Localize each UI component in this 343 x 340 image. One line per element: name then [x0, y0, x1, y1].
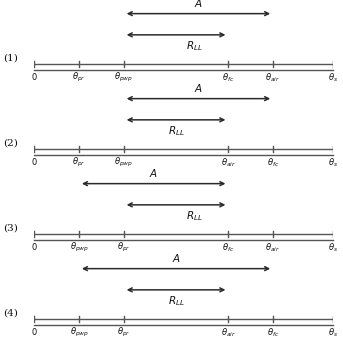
Text: $\theta_{s}$: $\theta_{s}$ — [328, 156, 338, 169]
Text: $\theta_{pwp}$: $\theta_{pwp}$ — [70, 326, 88, 339]
Text: (4): (4) — [3, 308, 18, 317]
Text: (2): (2) — [3, 138, 18, 147]
Text: $\theta_{pwp}$: $\theta_{pwp}$ — [114, 156, 133, 169]
Text: $\theta_{air}$: $\theta_{air}$ — [265, 71, 281, 84]
Text: $\theta_{pwp}$: $\theta_{pwp}$ — [70, 241, 88, 254]
Text: $\theta_{fc}$: $\theta_{fc}$ — [222, 241, 234, 254]
Text: (1): (1) — [3, 53, 18, 62]
Text: $\theta_{air}$: $\theta_{air}$ — [221, 156, 236, 169]
Text: $R_{LL}$: $R_{LL}$ — [168, 124, 185, 138]
Text: $\theta_{air}$: $\theta_{air}$ — [221, 326, 236, 339]
Text: $\theta_{pr}$: $\theta_{pr}$ — [72, 156, 86, 169]
Text: $\theta_{fc}$: $\theta_{fc}$ — [267, 156, 279, 169]
Text: $0$: $0$ — [31, 71, 38, 82]
Text: $\theta_{pr}$: $\theta_{pr}$ — [117, 241, 131, 254]
Text: $\theta_{pr}$: $\theta_{pr}$ — [72, 71, 86, 84]
Text: $A$: $A$ — [194, 0, 203, 9]
Text: $A$: $A$ — [149, 167, 158, 179]
Text: $\theta_{s}$: $\theta_{s}$ — [328, 326, 338, 339]
Text: $0$: $0$ — [31, 326, 38, 337]
Text: $\theta_{fc}$: $\theta_{fc}$ — [267, 326, 279, 339]
Text: $A$: $A$ — [194, 82, 203, 94]
Text: $R_{LL}$: $R_{LL}$ — [186, 39, 202, 53]
Text: $R_{LL}$: $R_{LL}$ — [186, 209, 202, 223]
Text: $\theta_{pwp}$: $\theta_{pwp}$ — [114, 71, 133, 84]
Text: $0$: $0$ — [31, 156, 38, 167]
Text: $R_{LL}$: $R_{LL}$ — [168, 294, 185, 308]
Text: $\theta_{s}$: $\theta_{s}$ — [328, 71, 338, 84]
Text: $\theta_{fc}$: $\theta_{fc}$ — [222, 71, 234, 84]
Text: $\theta_{s}$: $\theta_{s}$ — [328, 241, 338, 254]
Text: $0$: $0$ — [31, 241, 38, 252]
Text: $\theta_{air}$: $\theta_{air}$ — [265, 241, 281, 254]
Text: $A$: $A$ — [172, 252, 180, 264]
Text: $\theta_{pr}$: $\theta_{pr}$ — [117, 326, 131, 339]
Text: (3): (3) — [3, 223, 18, 232]
